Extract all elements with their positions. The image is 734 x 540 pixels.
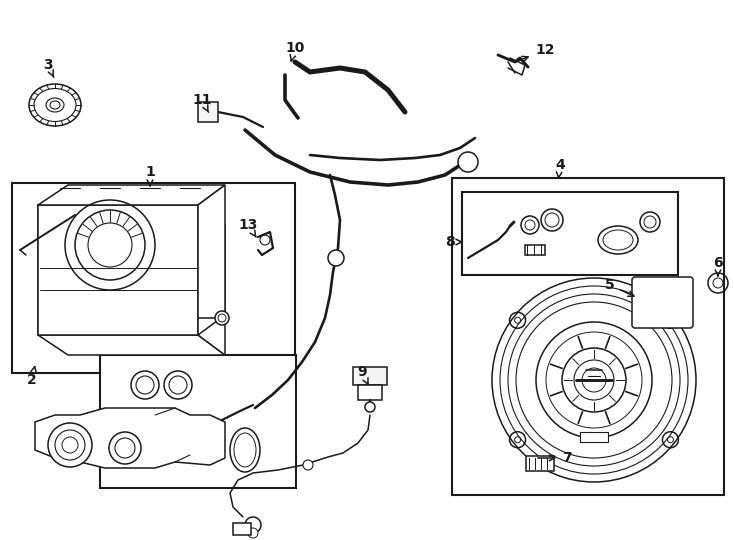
Circle shape bbox=[115, 438, 135, 458]
Polygon shape bbox=[35, 408, 225, 468]
Circle shape bbox=[365, 402, 375, 412]
Bar bbox=[100, 355, 296, 488]
Circle shape bbox=[62, 437, 78, 453]
Circle shape bbox=[492, 278, 696, 482]
Bar bbox=[452, 178, 724, 495]
Text: 4: 4 bbox=[555, 158, 565, 178]
Circle shape bbox=[248, 528, 258, 538]
Ellipse shape bbox=[230, 428, 260, 472]
Text: 10: 10 bbox=[286, 41, 305, 61]
Text: 11: 11 bbox=[192, 93, 211, 112]
Circle shape bbox=[458, 152, 478, 172]
Text: 9: 9 bbox=[357, 365, 368, 384]
Circle shape bbox=[215, 311, 229, 325]
Text: 7: 7 bbox=[538, 451, 572, 465]
Polygon shape bbox=[38, 185, 225, 205]
Bar bbox=[353, 367, 387, 385]
Circle shape bbox=[55, 430, 85, 460]
Text: 6: 6 bbox=[713, 256, 723, 276]
Bar bbox=[525, 245, 545, 255]
Text: 3: 3 bbox=[43, 58, 54, 77]
Bar bbox=[358, 385, 382, 400]
Bar bbox=[12, 183, 295, 373]
Bar bbox=[233, 523, 251, 535]
Circle shape bbox=[328, 250, 344, 266]
Ellipse shape bbox=[234, 433, 256, 467]
Bar bbox=[526, 456, 554, 471]
Bar bbox=[580, 432, 608, 442]
Text: 5: 5 bbox=[605, 278, 634, 296]
Text: 8: 8 bbox=[446, 235, 462, 249]
Polygon shape bbox=[38, 205, 198, 335]
Ellipse shape bbox=[34, 89, 76, 122]
Ellipse shape bbox=[603, 230, 633, 250]
Text: 12: 12 bbox=[515, 43, 554, 62]
Bar bbox=[462, 192, 678, 275]
Bar bbox=[198, 102, 218, 122]
FancyBboxPatch shape bbox=[632, 277, 693, 328]
Text: 1: 1 bbox=[145, 165, 155, 186]
Text: 13: 13 bbox=[239, 218, 258, 237]
Circle shape bbox=[245, 517, 261, 533]
Circle shape bbox=[218, 314, 226, 322]
Circle shape bbox=[109, 432, 141, 464]
Polygon shape bbox=[198, 205, 225, 355]
Ellipse shape bbox=[50, 101, 60, 109]
Ellipse shape bbox=[29, 84, 81, 126]
Ellipse shape bbox=[598, 226, 638, 254]
Circle shape bbox=[48, 423, 92, 467]
Polygon shape bbox=[38, 205, 198, 335]
Polygon shape bbox=[198, 185, 225, 335]
Ellipse shape bbox=[46, 98, 64, 112]
Polygon shape bbox=[38, 335, 225, 355]
Circle shape bbox=[303, 460, 313, 470]
Text: 2: 2 bbox=[27, 367, 37, 387]
